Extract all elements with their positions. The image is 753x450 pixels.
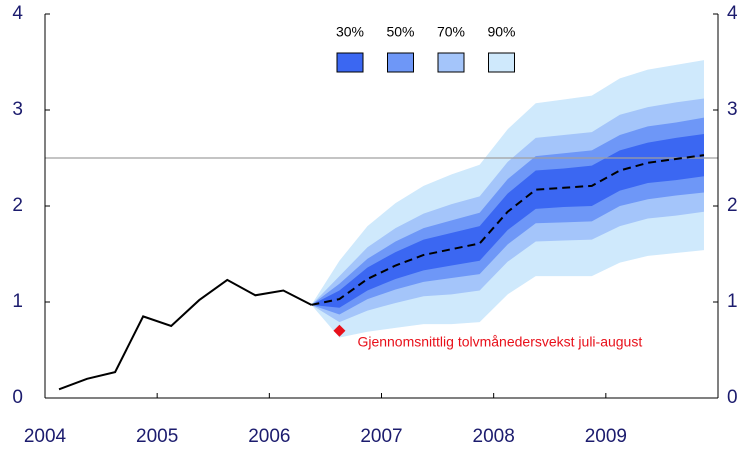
y-tick-label: 0 [12,387,23,408]
x-tick-label: 2005 [136,426,178,447]
x-tick-label: 2006 [248,426,290,447]
annotation-marker [333,324,346,337]
y2-tick-label: 0 [727,387,738,408]
y-tick-label: 2 [12,195,23,216]
projection-line [311,154,705,306]
legend-label: 70% [437,24,465,40]
y2-tick-label: 3 [727,99,738,120]
legend-label: 50% [386,24,414,40]
annotation-text: Gjennomsnittlig tolvmånedersvekst juli-a… [357,334,642,350]
y2-tick-label: 2 [727,195,738,216]
y-tick-label: 1 [12,291,23,312]
legend-swatch [387,52,414,73]
x-tick-label: 2004 [24,426,67,447]
legend-label: 90% [487,24,515,40]
x-tick-label: 2008 [473,426,515,447]
y2-tick-label: 1 [727,291,738,312]
x-tick-label: 2009 [585,426,627,447]
history-line [58,278,312,391]
legend-swatch [488,52,515,73]
y-tick-label: 3 [12,99,23,120]
legend-swatch [336,52,364,73]
x-tick-label: 2007 [360,426,402,447]
legend-swatch [437,52,465,73]
y-tick-label: 4 [12,3,23,24]
legend-label: 30% [336,24,364,40]
y2-tick-label: 4 [727,3,738,24]
